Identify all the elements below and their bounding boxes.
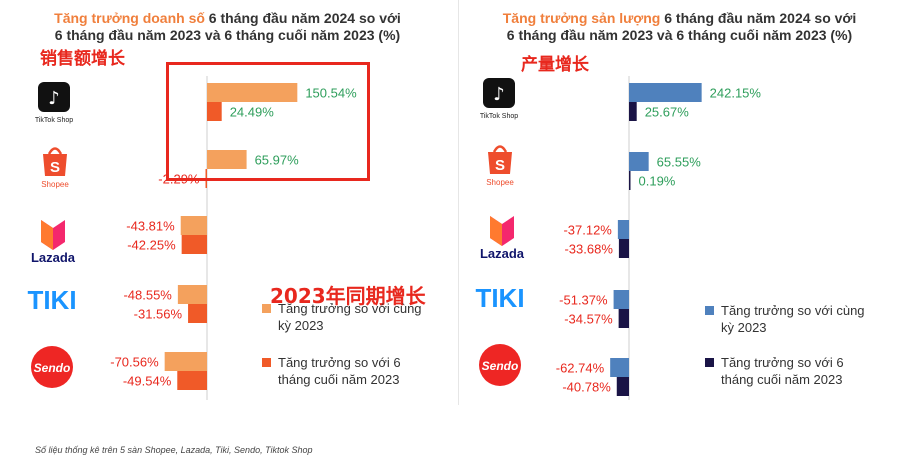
left-bar-lazada-series2 [181,235,207,254]
right-title-highlight: Tăng trưởng sản lượng [502,10,661,26]
lazada-logo-right: Lazada [480,216,525,260]
tiktok-shop-logo-right: ♪ TikTok Shop [480,78,518,120]
left-title-line2: 6 tháng đầu năm 2023 và 6 tháng cuối năm… [54,27,401,43]
svg-text:♪: ♪ [48,88,60,109]
left-legend-item-yoy: Tăng trưởng so với cùng kỳ 2023 [262,300,442,336]
right-bar-tiki-series2 [618,309,629,328]
left-legend-item-hoh: Tăng trưởng so với 6 tháng cuối năm 2023 [262,354,442,390]
svg-text:Lazada: Lazada [31,250,76,264]
shopee-logo: S Shopee [41,147,69,189]
left-bar-lazada-series1 [180,216,207,235]
right-bar-tiktok-shop-series1 [629,83,702,102]
right-bar-shopee-series2 [629,171,631,190]
legend-label: Tăng trưởng so với cùng kỳ 2023 [278,301,422,333]
right-bar-sendo-series2 [616,377,629,396]
left-bar-tiki-series1 [177,285,207,304]
volume-growth-annotation: 产量增长 [521,55,589,75]
footnote: Số liệu thống kê trên 5 sàn Shopee, Laza… [35,445,313,455]
sendo-logo-right: Sendo [479,344,521,386]
right-data-label-tiki-series1: -51.37% [559,293,608,308]
right-bar-shopee-series1 [629,152,649,171]
right-data-label-shopee-series2: 0.19% [639,174,676,189]
right-bar-sendo-series1 [610,358,629,377]
svg-text:TIKI: TIKI [475,283,524,313]
right-data-label-shopee-series1: 65.55% [657,155,702,170]
left-data-label-lazada-series1: -43.81% [126,219,175,234]
svg-text:S: S [50,159,60,176]
left-bar-shopee-series1 [207,150,247,169]
left-data-label-tiktok-shop-series2: 24.49% [230,105,275,120]
left-bar-tiktok-shop-series2 [207,102,222,121]
right-data-label-tiktok-shop-series2: 25.67% [645,105,690,120]
legend-swatch [705,358,714,367]
right-data-label-tiki-series2: -34.57% [564,312,613,327]
left-data-label-lazada-series2: -42.25% [127,238,176,253]
legend-label: Tăng trưởng so với 6 tháng cuối năm 2023 [721,355,844,387]
shopee-logo-right: S Shopee [486,145,514,187]
left-data-label-tiki-series2: -31.56% [134,307,183,322]
legend-swatch [705,306,714,315]
left-title-rest: 6 tháng đầu năm 2024 so với [204,10,401,26]
left-chart-title: Tăng trưởng doanh số 6 tháng đầu năm 202… [20,10,435,44]
sales-growth-annotation: 销售额增长 [40,49,125,69]
svg-text:Sendo: Sendo [482,359,519,373]
left-bar-tiki-series2 [188,304,207,323]
right-data-label-lazada-series2: -33.68% [564,242,613,257]
right-legend-item-hoh: Tăng trưởng so với 6 tháng cuối năm 2023 [705,354,890,390]
legend-label: Tăng trưởng so với 6 tháng cuối năm 2023 [278,355,401,387]
left-data-label-sendo-series1: -70.56% [110,355,159,370]
right-data-label-lazada-series1: -37.12% [563,223,612,238]
left-bar-sendo-series2 [177,371,207,390]
tiktok-shop-logo: ♪ TikTok Shop [35,82,73,124]
right-data-label-sendo-series2: -40.78% [562,380,611,395]
sendo-logo: Sendo [31,346,73,388]
right-legend-item-yoy: Tăng trưởng so với cùng kỳ 2023 [705,302,890,338]
svg-text:TikTok Shop: TikTok Shop [35,117,73,124]
left-bar-sendo-series1 [164,352,207,371]
svg-text:Shopee: Shopee [486,178,514,187]
right-bar-tiki-series1 [613,290,629,309]
svg-text:♪: ♪ [493,84,505,105]
right-bar-lazada-series1 [617,220,629,239]
yoy-growth-annotation: 2023年同期增长 [270,284,426,308]
svg-text:Lazada: Lazada [480,246,525,260]
tiki-logo-right: TIKI [475,283,524,313]
right-bar-tiktok-shop-series2 [629,102,637,121]
svg-text:Shopee: Shopee [41,180,69,189]
right-bar-lazada-series2 [618,239,629,258]
right-data-label-tiktok-shop-series1: 242.15% [710,86,762,101]
panel-divider [458,0,459,405]
lazada-logo: Lazada [31,220,76,264]
right-title-rest: 6 tháng đầu năm 2024 so với [660,10,857,26]
svg-text:Sendo: Sendo [34,361,71,375]
left-data-label-sendo-series2: -49.54% [123,374,172,389]
right-title-line2: 6 tháng đầu năm 2023 và 6 tháng cuối năm… [506,27,853,43]
left-data-label-tiki-series1: -48.55% [123,288,172,303]
left-data-label-tiktok-shop-series1: 150.54% [305,86,357,101]
svg-text:TIKI: TIKI [27,285,76,315]
left-bar-tiktok-shop-series1 [207,83,298,102]
svg-text:S: S [495,157,505,174]
legend-swatch [262,358,271,367]
left-title-highlight: Tăng trưởng doanh số [54,10,205,26]
left-data-label-shopee-series1: 65.97% [255,153,300,168]
right-chart-title: Tăng trưởng sản lượng 6 tháng đầu năm 20… [472,10,887,44]
tiki-logo: TIKI [27,285,76,315]
highlight-box [166,62,370,181]
svg-text:TikTok Shop: TikTok Shop [480,113,518,120]
right-data-label-sendo-series1: -62.74% [556,361,605,376]
legend-label: Tăng trưởng so với cùng kỳ 2023 [721,303,865,335]
legend-swatch [262,304,271,313]
